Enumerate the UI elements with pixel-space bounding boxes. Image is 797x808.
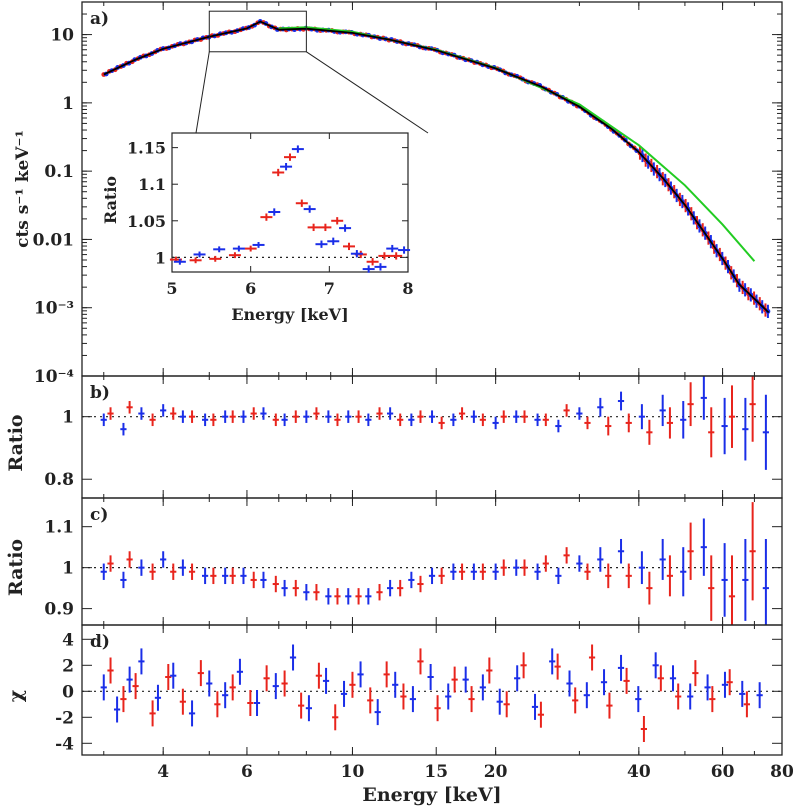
y-tick-label: 1 — [62, 94, 74, 114]
x-tick-label: 60 — [711, 762, 735, 782]
y-axis-label: χ — [5, 689, 27, 702]
panel-frame — [81, 624, 783, 756]
y-axis-label: Ratio — [5, 414, 27, 471]
y-tick-label: -4 — [55, 734, 74, 754]
x-tick-label: 20 — [484, 762, 508, 782]
x-tick-label: 4 — [157, 762, 169, 782]
zoom-box — [208, 10, 307, 53]
panel-label: a) — [90, 9, 109, 29]
panel-b: 0.8 1 Ratio b) — [5, 375, 783, 499]
inset-y-tick-label: 1.15 — [127, 139, 166, 158]
y-axis-label: cts s⁻¹ keV⁻¹ — [13, 130, 33, 248]
y-tick-label: 10 — [50, 26, 74, 46]
y-tick-label: 1 — [62, 559, 74, 579]
inset-x-tick-label: 6 — [245, 279, 256, 298]
panel-frame — [81, 497, 783, 626]
y-tick-label: 2 — [62, 656, 74, 676]
inset-x-axis-label: Energy [keV] — [231, 305, 348, 324]
x-tick-label: 40 — [627, 762, 651, 782]
inset-x-tick-label: 8 — [402, 279, 413, 298]
y-tick-label: 1 — [62, 408, 74, 428]
y-tick-label: -2 — [55, 708, 74, 728]
panel-frame — [81, 375, 783, 499]
inset-y-axis-label: Ratio — [101, 176, 120, 225]
x-tick-label: 15 — [424, 762, 448, 782]
x-tick-label: 10 — [341, 762, 365, 782]
x-tick-label: 80 — [770, 762, 794, 782]
model-line — [103, 20, 770, 314]
inset-x-tick-label: 7 — [324, 279, 335, 298]
y-axis-label: Ratio — [5, 539, 27, 596]
y-tick-label: 0.01 — [33, 230, 74, 250]
inset-y-tick-label: 1.1 — [138, 175, 166, 194]
panel-c: 0.9 1 1.1 Ratio c) — [5, 497, 783, 626]
panel-label: d) — [90, 632, 110, 652]
alt-model-line — [278, 26, 756, 262]
y-tick-label: 10⁻³ — [34, 299, 74, 319]
y-tick-label: 0.9 — [44, 600, 74, 620]
x-tick-label: 6 — [241, 762, 253, 782]
panel-a: 10⁻⁴ 10⁻³ 0.01 0.1 1 10 cts s⁻¹ keV⁻¹ a) 5 6 7 8 1 1.… — [13, 1, 783, 387]
inset-y-tick-label: 1.05 — [127, 212, 166, 231]
panel-label: b) — [90, 383, 110, 403]
y-tick-label: 0.1 — [44, 162, 74, 182]
y-tick-label: 0.8 — [44, 470, 74, 490]
y-tick-label: 10⁻⁴ — [34, 367, 74, 387]
panel-label: c) — [90, 505, 108, 525]
y-tick-label: 0 — [62, 682, 74, 702]
inset-y-tick-label: 1 — [155, 248, 166, 267]
inset-x-tick-label: 5 — [166, 279, 177, 298]
y-tick-label: 1.1 — [44, 518, 74, 538]
zoom-connector — [195, 51, 210, 134]
panel-d: -4 -2 0 2 4 χ d) 4 6 10 15 20 40 60 80 Energy [keV] — [5, 624, 794, 806]
y-tick-label: 4 — [62, 630, 74, 650]
zoom-connector — [306, 51, 429, 134]
x-axis-label: Energy [keV] — [362, 784, 501, 806]
